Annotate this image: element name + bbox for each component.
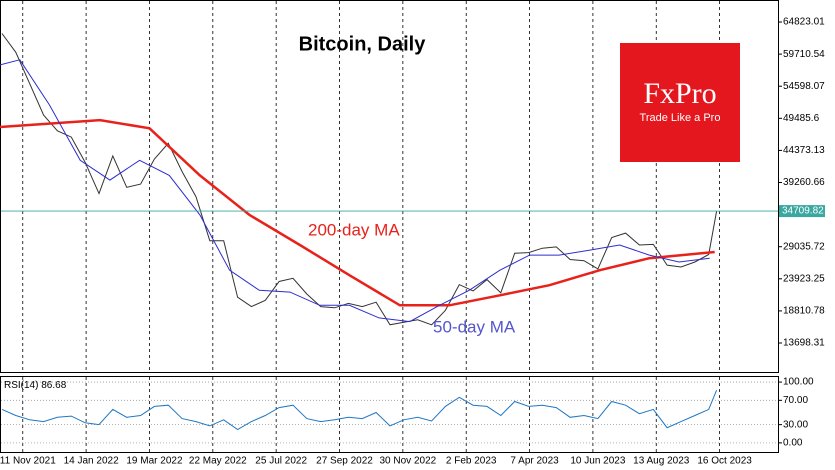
current-price-label: 34709.82 <box>782 206 824 217</box>
rsi-title: RSI(14) <box>4 380 38 391</box>
x-tick-label: 2 Feb 2023 <box>446 456 497 467</box>
y-tick-label: 18810.78 <box>783 306 825 317</box>
rsi-last: 86.68 <box>41 380 66 391</box>
logo: FxPro Trade Like a Pro <box>620 43 740 162</box>
x-tick-label: 25 Jul 2022 <box>255 456 307 467</box>
x-tick-label: 22 May 2022 <box>189 456 247 467</box>
y-tick-label: 13698.31 <box>783 338 825 349</box>
x-tick-label: 16 Oct 2023 <box>697 456 752 467</box>
chart-title: Bitcoin, Daily <box>299 33 427 55</box>
y-tick-label: 59710.54 <box>783 49 825 60</box>
logo-name: FxPro <box>643 77 716 110</box>
y-tick-label: 30.00 <box>783 419 808 430</box>
x-tick-label: 27 Sep 2022 <box>316 456 373 467</box>
x-tick-label: 19 Mar 2022 <box>126 456 183 467</box>
series-line <box>0 59 710 323</box>
y-tick-label: 49485.6 <box>783 113 820 124</box>
x-tick-label: 7 Apr 2023 <box>510 456 559 467</box>
x-tick-label: 14 Jan 2022 <box>64 456 119 467</box>
y-tick-label: 70.00 <box>783 395 808 406</box>
y-tick-label: 54598.07 <box>783 81 825 92</box>
rsi-label: RSI(14) 86.68 <box>4 380 67 391</box>
y-tick-label: 100.00 <box>783 377 814 388</box>
y-tick-label: 39260.66 <box>783 177 825 188</box>
logo-tagline: Trade Like a Pro <box>640 112 721 124</box>
y-tick-label: 23923.25 <box>783 273 825 284</box>
rsi-frame <box>0 376 779 453</box>
y-tick-label: 64823.01 <box>783 17 825 28</box>
y-tick-label: 0.00 <box>783 438 803 449</box>
y-tick-label: 29035.72 <box>783 241 825 252</box>
logo-box <box>620 43 740 162</box>
series-line <box>1 33 718 326</box>
series-line <box>0 118 715 307</box>
price-frame <box>0 0 779 373</box>
series-line <box>1 390 718 431</box>
y-tick-label: 44373.13 <box>783 145 825 156</box>
x-tick-label: 11 Nov 2021 <box>0 456 56 467</box>
x-tick-label: 10 Jun 2023 <box>570 456 625 467</box>
plot: 11 Nov 2021 14 Jan 2022 19 Mar 2022 22 May … <box>0 1 825 467</box>
x-tick-label: 30 Nov 2022 <box>379 456 436 467</box>
current-price-box <box>779 205 825 218</box>
ma200-label: 200-day MA <box>308 220 400 239</box>
x-tick-label: 13 Aug 2023 <box>633 456 690 467</box>
ma50-label: 50-day MA <box>433 317 516 336</box>
